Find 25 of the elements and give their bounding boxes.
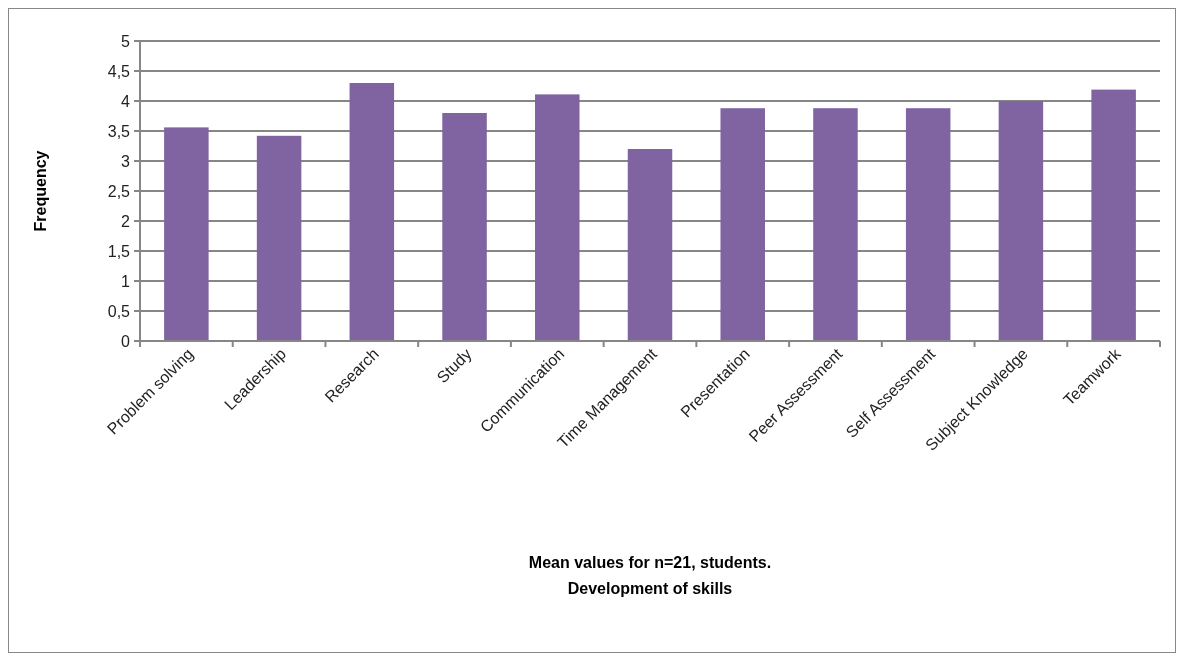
y-tick-label: 1,5 bbox=[107, 242, 131, 260]
y-tick-label: 2 bbox=[121, 212, 131, 230]
y-tick-label: 3 bbox=[121, 152, 131, 170]
bar bbox=[720, 108, 765, 341]
bar bbox=[905, 108, 951, 341]
y-tick-label: 4 bbox=[121, 92, 131, 110]
bar bbox=[1091, 89, 1136, 341]
y-axis-title: Frequency bbox=[32, 150, 49, 232]
y-tick-label: 5 bbox=[121, 32, 131, 50]
y-tick-label: 0 bbox=[121, 332, 131, 350]
y-tick-label: 0,5 bbox=[107, 302, 131, 320]
y-tick-label: 1 bbox=[121, 272, 131, 290]
bar bbox=[813, 108, 858, 341]
text: Development of skills bbox=[567, 580, 733, 597]
bar bbox=[998, 101, 1044, 341]
bar bbox=[349, 83, 395, 341]
bar bbox=[164, 127, 209, 341]
text: Mean values for n=21, students. bbox=[528, 554, 772, 571]
y-tick-label: 2,5 bbox=[107, 182, 131, 200]
y-tick-label: 3,5 bbox=[107, 122, 131, 140]
bar bbox=[627, 149, 673, 341]
bar bbox=[442, 113, 487, 341]
y-tick-label: 4,5 bbox=[107, 62, 131, 80]
bar bbox=[256, 135, 302, 341]
bar bbox=[535, 94, 580, 341]
